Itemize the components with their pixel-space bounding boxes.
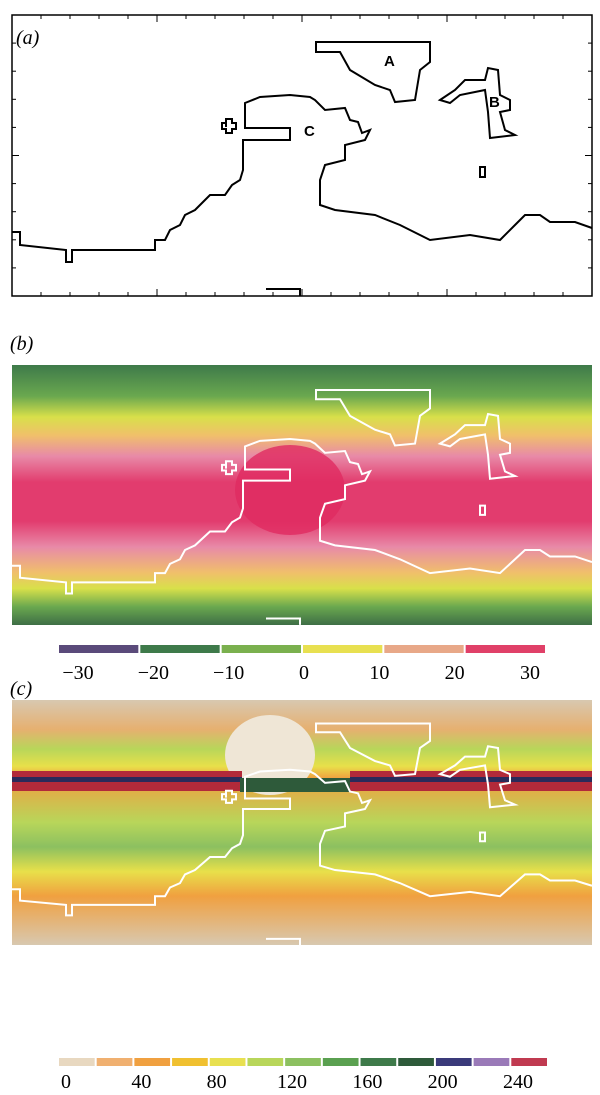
region-label: A bbox=[384, 53, 395, 70]
colorbar-segment bbox=[247, 1058, 284, 1066]
coastline bbox=[11, 41, 593, 297]
colorbar-label: 30 bbox=[520, 662, 540, 684]
map-frame bbox=[11, 14, 593, 297]
colorbar-label: 0 bbox=[61, 1071, 71, 1093]
colorbar-segment bbox=[140, 645, 220, 653]
colorbar-segment bbox=[360, 1058, 397, 1066]
colorbar-label: 200 bbox=[428, 1071, 458, 1093]
colorbar-segment bbox=[473, 1058, 510, 1066]
colorbar-segment bbox=[59, 1058, 95, 1066]
panel-label: (b) bbox=[10, 333, 34, 355]
map-hotspot bbox=[235, 445, 345, 535]
colorbar: −30 −20 −10 0 10 20 30 bbox=[59, 645, 545, 684]
colorbar-segment bbox=[384, 645, 464, 653]
panel-label: (c) bbox=[10, 678, 33, 700]
colorbar-segment bbox=[209, 1058, 246, 1066]
colorbar-label: −20 bbox=[138, 662, 169, 684]
colorbar-segment bbox=[398, 1058, 434, 1066]
colorbar-segment bbox=[465, 645, 545, 653]
colorbar-segment bbox=[511, 1058, 547, 1066]
panel-label: (a) bbox=[16, 27, 40, 49]
colorbar-segment bbox=[134, 1058, 171, 1066]
colorbar-segment bbox=[303, 645, 383, 653]
colorbar-segment bbox=[221, 645, 301, 653]
colorbar-label: −10 bbox=[213, 662, 244, 684]
colorbar: 0 40 80 120 160 200 240 bbox=[59, 1058, 547, 1093]
colorbar-label: 160 bbox=[352, 1071, 382, 1093]
colorbar-label: 40 bbox=[131, 1071, 151, 1093]
colorbar-segment bbox=[59, 645, 139, 653]
colorbar-segment bbox=[435, 1058, 472, 1066]
colorbar-label: 120 bbox=[277, 1071, 307, 1093]
map-band bbox=[240, 778, 350, 792]
colorbar-label: 20 bbox=[445, 662, 465, 684]
colorbar-segment bbox=[96, 1058, 133, 1066]
axis-ticks bbox=[12, 15, 592, 296]
map-band bbox=[350, 777, 592, 782]
colorbar-segment bbox=[172, 1058, 208, 1066]
colorbar-label: −30 bbox=[62, 662, 93, 684]
region-label: C bbox=[304, 123, 315, 140]
colorbar-label: 80 bbox=[207, 1071, 227, 1093]
colorbar-label: 10 bbox=[369, 662, 389, 684]
colorbar-segment bbox=[285, 1058, 321, 1066]
colorbar-label: 240 bbox=[503, 1071, 533, 1093]
region-label: B bbox=[489, 94, 500, 111]
colorbar-segment bbox=[322, 1058, 359, 1066]
map-band bbox=[12, 777, 242, 782]
colorbar-label: 0 bbox=[299, 662, 309, 684]
